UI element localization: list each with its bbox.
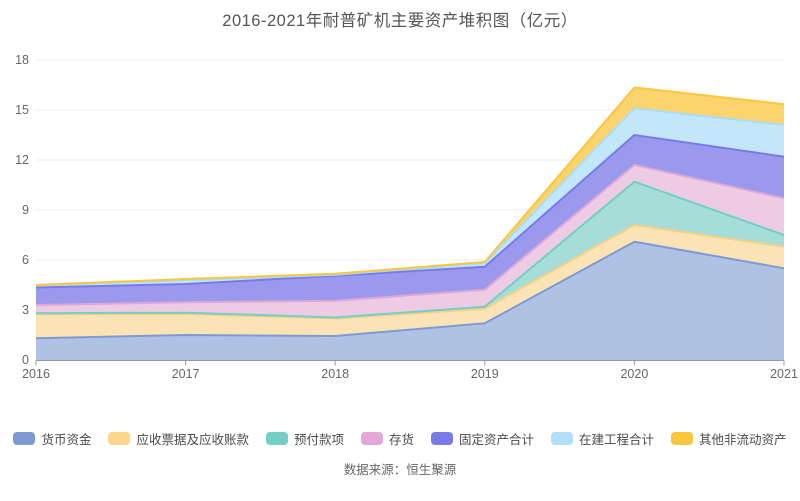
area-series-4: [36, 135, 784, 305]
y-tick-label: 0: [22, 353, 29, 367]
area-series-0: [36, 241, 784, 360]
area-series-5: [36, 108, 784, 288]
legend-item-0[interactable]: 货币资金: [13, 429, 91, 448]
chart-title: 2016-2021年耐普矿机主要资产堆积图（亿元）: [222, 12, 578, 30]
legend-label: 在建工程合计: [579, 433, 655, 447]
data-source-note: 数据来源：恒生聚源: [343, 463, 457, 477]
legend-label: 应收票据及应收账款: [136, 433, 249, 447]
area-edge-6: [35, 86, 785, 286]
legend-swatch-icon: [265, 432, 288, 445]
y-tick-label: 18: [15, 53, 29, 67]
y-tick-label: 3: [22, 303, 29, 317]
area-series-3: [36, 165, 784, 318]
x-tick-label: 2018: [321, 367, 349, 381]
area-edge-4: [35, 134, 785, 289]
legend-swatch-icon: [671, 432, 694, 445]
legend-swatch-icon: [360, 432, 383, 445]
legend-item-4[interactable]: 固定资产合计: [431, 429, 534, 448]
legend-swatch-icon: [431, 432, 453, 445]
area-edge-2: [35, 180, 785, 319]
area-edge-1: [35, 224, 785, 320]
legend-label: 货币资金: [41, 433, 92, 447]
y-tick-label: 6: [22, 253, 29, 267]
legend-swatch-icon: [551, 432, 574, 445]
x-tick-label: 2020: [620, 367, 648, 381]
y-tick-label: 9: [22, 203, 29, 217]
legend-label: 预付款项: [293, 433, 344, 447]
area-edge-0: [35, 240, 785, 340]
area-edge-5: [35, 107, 785, 287]
legend-item-1[interactable]: 应收票据及应收账款: [108, 429, 249, 448]
area-series-1: [36, 225, 784, 339]
legend-swatch-icon: [108, 432, 131, 445]
x-tick-label: 2017: [172, 367, 200, 381]
area-edge-3: [35, 164, 785, 306]
x-tick-label: 2019: [471, 367, 499, 381]
legend-swatch-icon: [13, 432, 36, 445]
legend-label: 存货: [388, 433, 414, 447]
legend-label: 固定资产合计: [459, 433, 535, 447]
y-tick-label: 12: [15, 153, 29, 167]
x-tick-label: 2016: [22, 367, 50, 381]
y-tick-label: 15: [15, 103, 29, 117]
legend-item-2[interactable]: 预付款项: [265, 429, 344, 448]
legend-item-5[interactable]: 在建工程合计: [551, 429, 654, 448]
area-series-6: [36, 87, 784, 286]
area-series-2: [36, 181, 784, 319]
legend-label: 其他非流动资产: [699, 433, 787, 447]
legend: 货币资金 应收票据及应收账款 预付款项 存货 固定资产合计 在建工程合计 其他非流动资产: [0, 429, 800, 448]
legend-item-6[interactable]: 其他非流动资产: [671, 429, 787, 448]
x-tick-label: 2021: [770, 367, 798, 381]
legend-item-3[interactable]: 存货: [360, 429, 414, 448]
